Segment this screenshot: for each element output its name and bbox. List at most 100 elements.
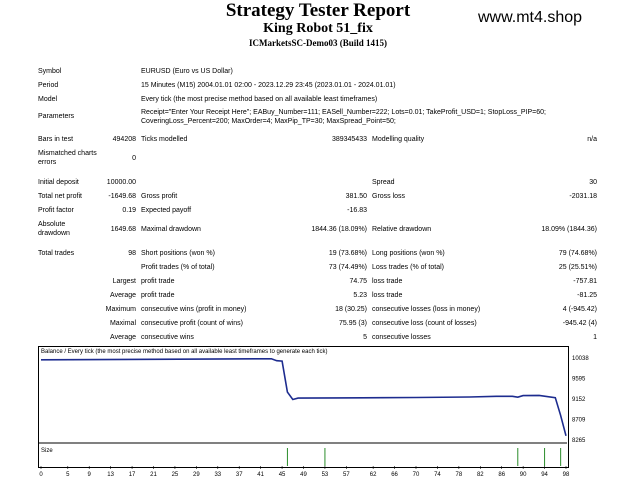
expert-name: King Robot 51_fix	[263, 21, 373, 36]
profit-factor-value: 0.19	[122, 207, 136, 214]
model-value: Every tick (the most precise method base…	[141, 96, 378, 103]
y-tick-label: 9152	[572, 397, 586, 403]
maximal-consecutive-loss-label: consecutive loss (count of losses)	[372, 320, 477, 327]
y-tick-label: 10038	[572, 356, 589, 362]
expected-payoff-label: Expected payoff	[141, 207, 192, 214]
max-consecutive-losses-money-value: 4 (-945.42)	[562, 306, 597, 313]
total-trades-value: 98	[128, 250, 136, 257]
y-tick-label: 9595	[572, 376, 586, 382]
x-tick-label: 45	[279, 472, 286, 478]
x-tick-label: 37	[236, 472, 243, 478]
symbol-value: EURUSD (Euro vs US Dollar)	[141, 68, 233, 75]
x-tick-label: 33	[214, 472, 221, 478]
absolute-drawdown-label-1: Absolute	[38, 221, 66, 228]
model-label: Model	[38, 96, 58, 103]
gross-loss-label: Gross loss	[372, 193, 406, 200]
absolute-drawdown-value: 1649.68	[110, 226, 136, 233]
x-tick-label: 62	[370, 472, 377, 478]
server-build: ICMarketsSC-Demo03 (Build 1415)	[249, 38, 387, 48]
maximal-consecutive-profit-value: 75.95 (3)	[338, 320, 367, 327]
period-value: 15 Minutes (M15) 2004.01.01 02:00 - 2023…	[141, 82, 396, 89]
average-consecutive-losses-value: 1	[593, 334, 597, 341]
x-tick-label: 98	[563, 472, 570, 478]
x-tick-label: 82	[477, 472, 484, 478]
parameters-line-1: Receipt="Enter Your Receipt Here"; EABuy…	[141, 109, 546, 116]
y-tick-label: 8265	[572, 438, 586, 444]
x-tick-label: 57	[343, 472, 350, 478]
deposit-label: Initial deposit	[38, 179, 79, 186]
bars-label: Bars in test	[38, 136, 74, 143]
maximal-consecutive-profit-label: consecutive profit (count of wins)	[141, 320, 243, 327]
maximal-drawdown-label: Maximal drawdown	[141, 226, 201, 233]
average-consecutive-label: Average	[110, 334, 136, 341]
x-tick-label: 70	[413, 472, 420, 478]
average-consecutive-losses-label: consecutive losses	[372, 334, 431, 341]
maximal-consecutive-loss-value: -945.42 (4)	[562, 320, 597, 327]
bars-value: 494208	[112, 136, 136, 143]
gross-profit-label: Gross profit	[141, 193, 178, 200]
average-consecutive-wins-value: 5	[363, 334, 367, 341]
maximal-label: Maximal	[109, 320, 136, 327]
largest-profit-trade-label: profit trade	[141, 278, 175, 285]
x-tick-label: 78	[456, 472, 463, 478]
net-profit-value: -1649.68	[108, 193, 136, 200]
mismatch-label-2: errors	[38, 159, 57, 166]
long-positions-label: Long positions (won %)	[372, 250, 445, 257]
profit-factor-label: Profit factor	[38, 207, 74, 214]
x-tick-label: 25	[172, 472, 179, 478]
average-label: Average	[110, 292, 136, 299]
profit-trades-label: Profit trades (% of total)	[141, 264, 215, 271]
relative-drawdown-value: 18.09% (1844.36)	[541, 226, 597, 233]
x-tick-label: 49	[300, 472, 307, 478]
max-consecutive-wins-money-value: 18 (30.25)	[335, 306, 367, 313]
largest-loss-trade-value: -757.81	[573, 278, 597, 285]
largest-loss-trade-label: loss trade	[372, 278, 403, 285]
largest-profit-trade-value: 74.75	[349, 278, 367, 285]
average-profit-trade-value: 5.23	[353, 292, 367, 299]
net-profit-label: Total net profit	[38, 193, 82, 200]
symbol-label: Symbol	[38, 68, 62, 75]
mismatch-value: 0	[132, 155, 136, 162]
absolute-drawdown-label-2: drawdown	[38, 230, 70, 237]
average-loss-trade-value: -81.25	[577, 292, 597, 299]
loss-trades-label: Loss trades (% of total)	[372, 264, 444, 271]
x-tick-label: 66	[391, 472, 398, 478]
x-tick-label: 5	[66, 472, 70, 478]
loss-trades-value: 25 (25.51%)	[558, 264, 597, 271]
parameters-label: Parameters	[38, 113, 75, 120]
average-loss-trade-label: loss trade	[372, 292, 403, 299]
deposit-value: 10000.00	[106, 179, 136, 186]
x-tick-label: 29	[193, 472, 200, 478]
site-watermark: www.mt4.shop	[478, 9, 583, 26]
expected-payoff-value: -16.83	[347, 207, 367, 214]
x-tick-label: 53	[322, 472, 329, 478]
short-positions-label: Short positions (won %)	[141, 250, 215, 257]
x-tick-label: 86	[498, 472, 505, 478]
x-tick-label: 74	[434, 472, 441, 478]
quality-value: n/a	[587, 136, 597, 143]
mismatch-label-1: Mismatched charts	[38, 150, 97, 157]
quality-label: Modelling quality	[372, 136, 425, 143]
average-profit-trade-label: profit trade	[141, 292, 175, 299]
x-tick-label: 0	[39, 472, 43, 478]
max-consecutive-losses-money-label: consecutive losses (loss in money)	[372, 306, 481, 313]
report-title: Strategy Tester Report	[225, 0, 411, 21]
x-tick-label: 17	[129, 472, 136, 478]
x-tick-label: 94	[541, 472, 548, 478]
largest-label: Largest	[112, 278, 136, 285]
relative-drawdown-label: Relative drawdown	[372, 226, 432, 233]
x-tick-label: 41	[257, 472, 264, 478]
gross-profit-value: 381.50	[345, 193, 367, 200]
maximum-label: Maximum	[105, 306, 136, 313]
x-tick-label: 90	[520, 472, 527, 478]
maximal-drawdown-value: 1844.36 (18.09%)	[311, 226, 367, 233]
spread-label: Spread	[372, 179, 395, 186]
y-tick-label: 8709	[572, 417, 586, 423]
x-tick-label: 21	[150, 472, 157, 478]
spread-value: 30	[589, 179, 597, 186]
long-positions-value: 79 (74.68%)	[558, 250, 597, 257]
profit-trades-value: 73 (74.49%)	[328, 264, 367, 271]
ticks-label: Ticks modelled	[141, 136, 188, 143]
ticks-value: 389345433	[331, 136, 367, 143]
x-tick-label: 9	[88, 472, 92, 478]
